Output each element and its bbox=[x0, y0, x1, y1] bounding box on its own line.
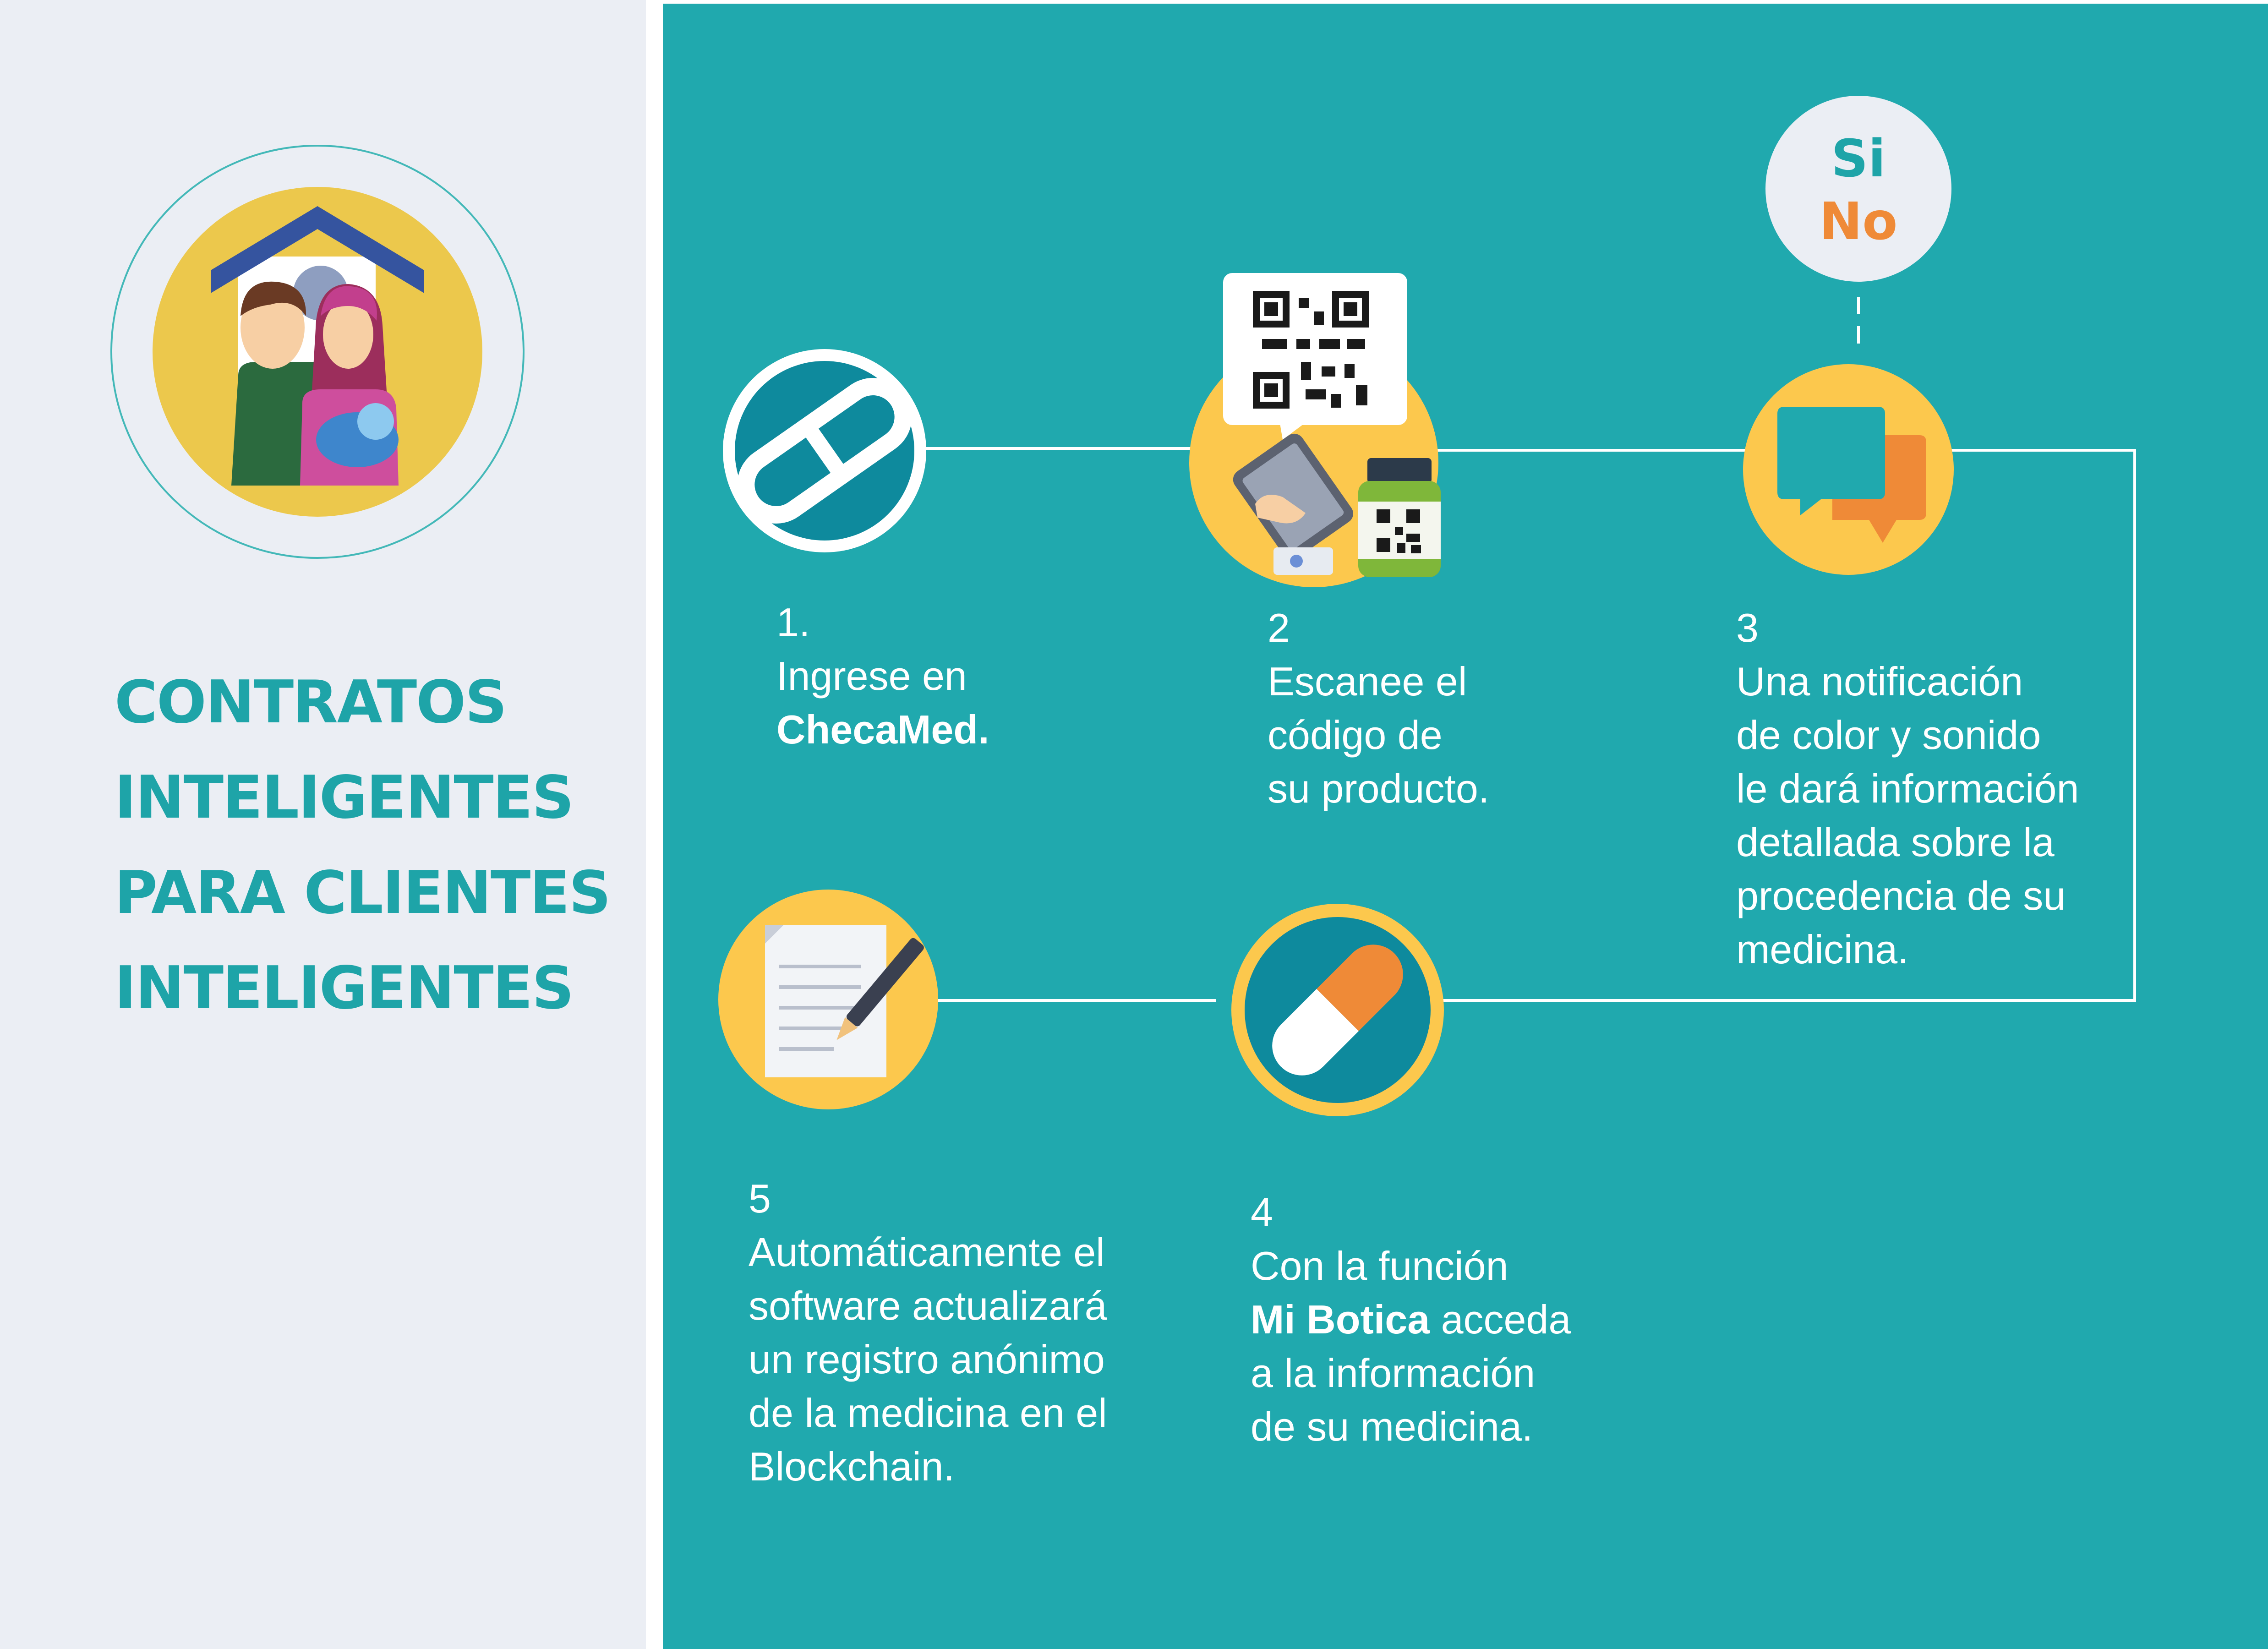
process-panel bbox=[663, 4, 2268, 1649]
document-pen-icon bbox=[718, 890, 938, 1109]
step-5-line-5: Blockchain. bbox=[749, 1444, 955, 1489]
step-3-line-3: le dará información bbox=[1736, 766, 2079, 811]
step-3-text: 3 Una notificación de color y sonido le … bbox=[1736, 601, 2079, 976]
step-5-line-4: de la medicina en el bbox=[749, 1390, 1107, 1436]
step-4-brand-suffix: acceda bbox=[1430, 1297, 1571, 1342]
step-5-number: 5 bbox=[749, 1176, 771, 1221]
family-house-icon bbox=[110, 145, 525, 559]
step-3-line-2: de color y sonido bbox=[1736, 712, 2041, 758]
step-2-line-3: su producto. bbox=[1268, 766, 1490, 811]
step-2-line-2: código de bbox=[1268, 712, 1443, 758]
decision-bubble: Si No bbox=[1765, 96, 1951, 282]
step-4-line-3: a la información bbox=[1251, 1350, 1536, 1396]
step-3-number: 3 bbox=[1736, 605, 1759, 650]
connector-lines bbox=[925, 297, 2136, 1002]
step-3-line-1: Una notificación bbox=[1736, 659, 2023, 704]
step-1-text: 1. Ingrese en ChecaMed. bbox=[776, 595, 989, 756]
qr-scan-icon bbox=[1189, 273, 1441, 587]
step-5-line-1: Automáticamente el bbox=[749, 1229, 1105, 1275]
step-4-line-1: Con la función bbox=[1251, 1243, 1508, 1289]
capsule-icon bbox=[1231, 904, 1444, 1116]
step-5-line-3: un registro anónimo bbox=[749, 1337, 1105, 1382]
step-2-text: 2 Escanee el código de su producto. bbox=[1268, 601, 1489, 815]
title-line-1: CONTRATOS bbox=[115, 668, 507, 737]
step-1-number: 1. bbox=[776, 600, 810, 645]
step-3-line-4: detallada sobre la bbox=[1736, 819, 2055, 865]
decision-yes-label: Si bbox=[1831, 129, 1885, 189]
decision-no-label: No bbox=[1820, 192, 1898, 251]
step-4-brand: Mi Botica bbox=[1251, 1297, 1430, 1342]
step-2-number: 2 bbox=[1268, 605, 1290, 650]
title-line-2: INTELIGENTES bbox=[115, 764, 574, 832]
step-1-line-1: Ingrese en bbox=[776, 653, 967, 699]
step-4-line-4: de su medicina. bbox=[1251, 1404, 1533, 1449]
step-3-line-6: medicina. bbox=[1736, 927, 1909, 972]
title-line-4: INTELIGENTES bbox=[115, 954, 574, 1022]
page-title: CONTRATOS INTELIGENTES PARA CLIENTES INT… bbox=[115, 655, 637, 1036]
step-3-line-5: procedencia de su bbox=[1736, 873, 2066, 918]
step-2-line-1: Escanee el bbox=[1268, 659, 1467, 704]
title-line-3: PARA CLIENTES bbox=[115, 859, 611, 927]
step-1-brand: ChecaMed. bbox=[776, 707, 989, 752]
step-4-text: 4 Con la función Mi Botica acceda a la i… bbox=[1251, 1185, 1571, 1453]
step-5-line-2: software actualizará bbox=[749, 1283, 1107, 1328]
chat-bubbles-icon bbox=[1743, 364, 1954, 575]
step-4-number: 4 bbox=[1251, 1190, 1273, 1235]
step-5-text: 5 Automáticamente el software actualizar… bbox=[749, 1172, 1107, 1493]
checamed-logo-icon bbox=[723, 349, 926, 552]
